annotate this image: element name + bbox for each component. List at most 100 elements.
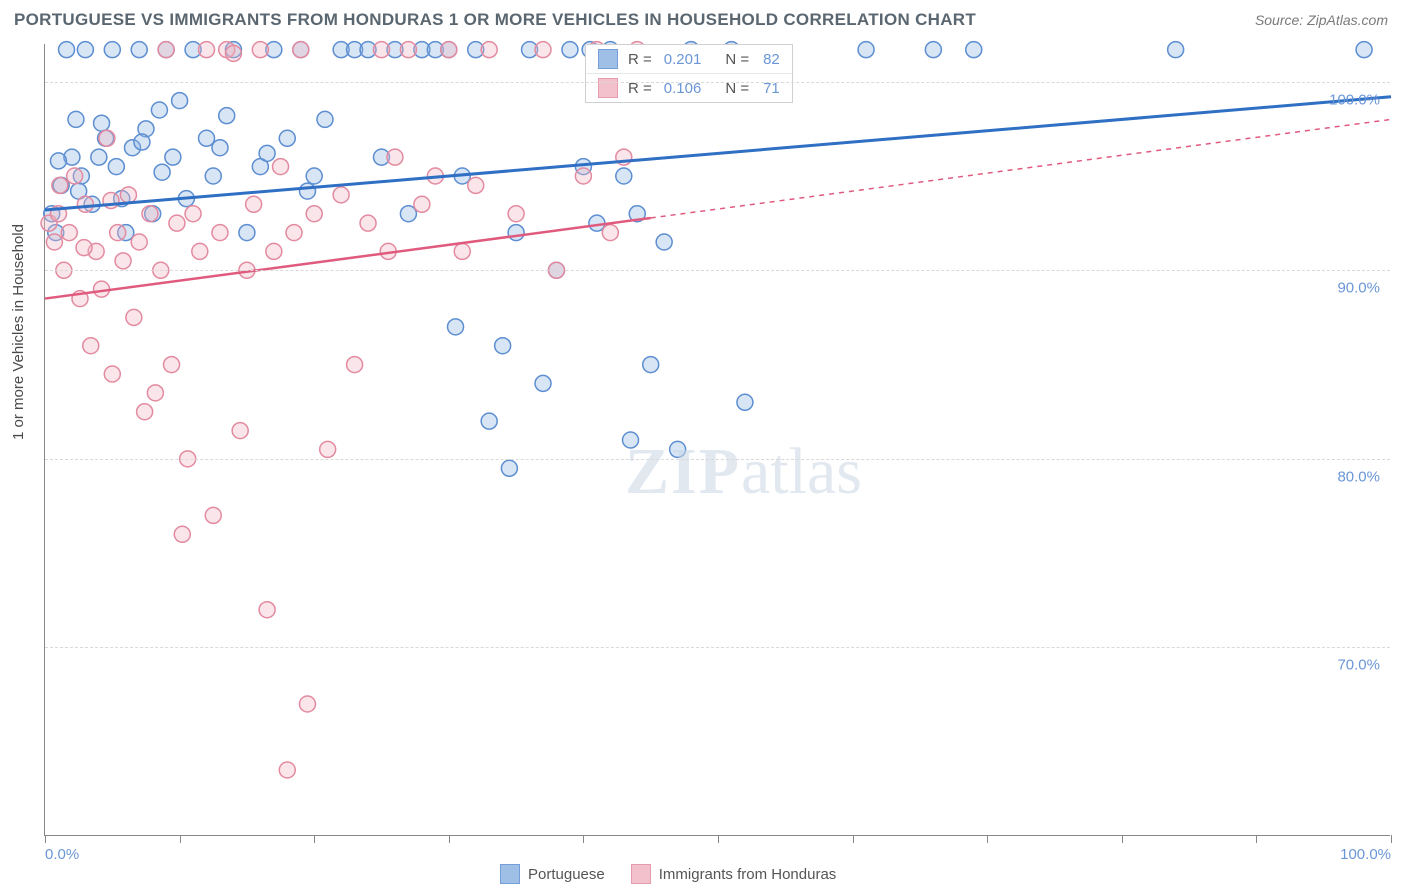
data-point [192,243,208,259]
data-point [131,234,147,250]
data-point [400,42,416,58]
data-point [147,385,163,401]
data-point [67,168,83,184]
data-point [104,42,120,58]
data-point [212,140,228,156]
series-legend: Portuguese Immigrants from Honduras [500,864,836,884]
legend-row-honduras: R = 0.106 N = 71 [586,74,792,102]
data-point [279,130,295,146]
data-point [320,441,336,457]
data-point [925,42,941,58]
data-point [246,196,262,212]
data-point [205,507,221,523]
data-point [137,404,153,420]
data-point [360,215,376,231]
legend-label-1: Portuguese [528,866,605,883]
data-point [59,42,75,58]
data-point [185,206,201,222]
data-point [414,196,430,212]
data-point [134,134,150,150]
data-point [259,602,275,618]
data-point [126,309,142,325]
data-point [1168,42,1184,58]
data-point [468,177,484,193]
data-point [481,42,497,58]
y-tick-label: 70.0% [1337,657,1380,674]
y-axis-label: 1 or more Vehicles in Household [10,224,27,440]
y-tick-label: 100.0% [1329,91,1380,108]
data-point [232,423,248,439]
x-tick-label: 0.0% [45,846,79,863]
data-point [279,762,295,778]
data-point [501,460,517,476]
legend-label-2: Immigrants from Honduras [659,866,837,883]
data-point [165,149,181,165]
data-point [259,145,275,161]
data-point [104,366,120,382]
chart-svg [45,44,1390,835]
legend-n-value-1: 82 [763,51,780,68]
y-tick-label: 80.0% [1337,468,1380,485]
data-point [158,42,174,58]
legend-n-label: N = [725,51,749,68]
data-point [99,130,115,146]
data-point [656,234,672,250]
legend-r-label: R = [628,51,652,68]
data-point [670,441,686,457]
trend-line [45,97,1391,210]
data-point [266,243,282,259]
data-point [299,183,315,199]
data-point [252,42,268,58]
data-point [61,225,77,241]
data-point [333,187,349,203]
data-point [151,102,167,118]
data-point [623,432,639,448]
data-point [77,42,93,58]
data-point [52,177,68,193]
data-point [299,696,315,712]
data-point [142,206,158,222]
data-point [164,357,180,373]
data-point [481,413,497,429]
data-point [225,45,241,61]
data-point [737,394,753,410]
data-point [562,42,578,58]
correlation-legend: R = 0.201 N = 82 R = 0.106 N = 71 [585,44,793,103]
data-point [374,42,390,58]
data-point [50,153,66,169]
data-point [91,149,107,165]
data-point [172,93,188,109]
data-point [286,225,302,241]
data-point [169,215,185,231]
data-point [454,243,470,259]
data-point [76,240,92,256]
data-point [858,42,874,58]
data-point [306,168,322,184]
swatch-honduras-bottom [631,864,651,884]
data-point [46,234,62,250]
data-point [306,206,322,222]
data-point [273,159,289,175]
data-point [77,196,93,212]
scatter-plot-area: R = 0.201 N = 82 R = 0.106 N = 71 ZIPatl… [44,44,1390,836]
trend-line-extrapolated [651,119,1391,218]
data-point [495,338,511,354]
data-point [643,357,659,373]
data-point [131,42,147,58]
legend-item-honduras: Immigrants from Honduras [631,864,837,884]
data-point [508,225,524,241]
data-point [68,111,84,127]
legend-r-value-1: 0.201 [664,51,702,68]
legend-item-portuguese: Portuguese [500,864,605,884]
chart-title: PORTUGUESE VS IMMIGRANTS FROM HONDURAS 1… [14,10,976,30]
data-point [83,338,99,354]
data-point [387,149,403,165]
legend-row-portuguese: R = 0.201 N = 82 [586,45,792,74]
data-point [347,357,363,373]
data-point [508,206,524,222]
data-point [575,168,591,184]
data-point [966,42,982,58]
source-attribution: Source: ZipAtlas.com [1255,12,1388,28]
data-point [115,253,131,269]
data-point [441,42,457,58]
